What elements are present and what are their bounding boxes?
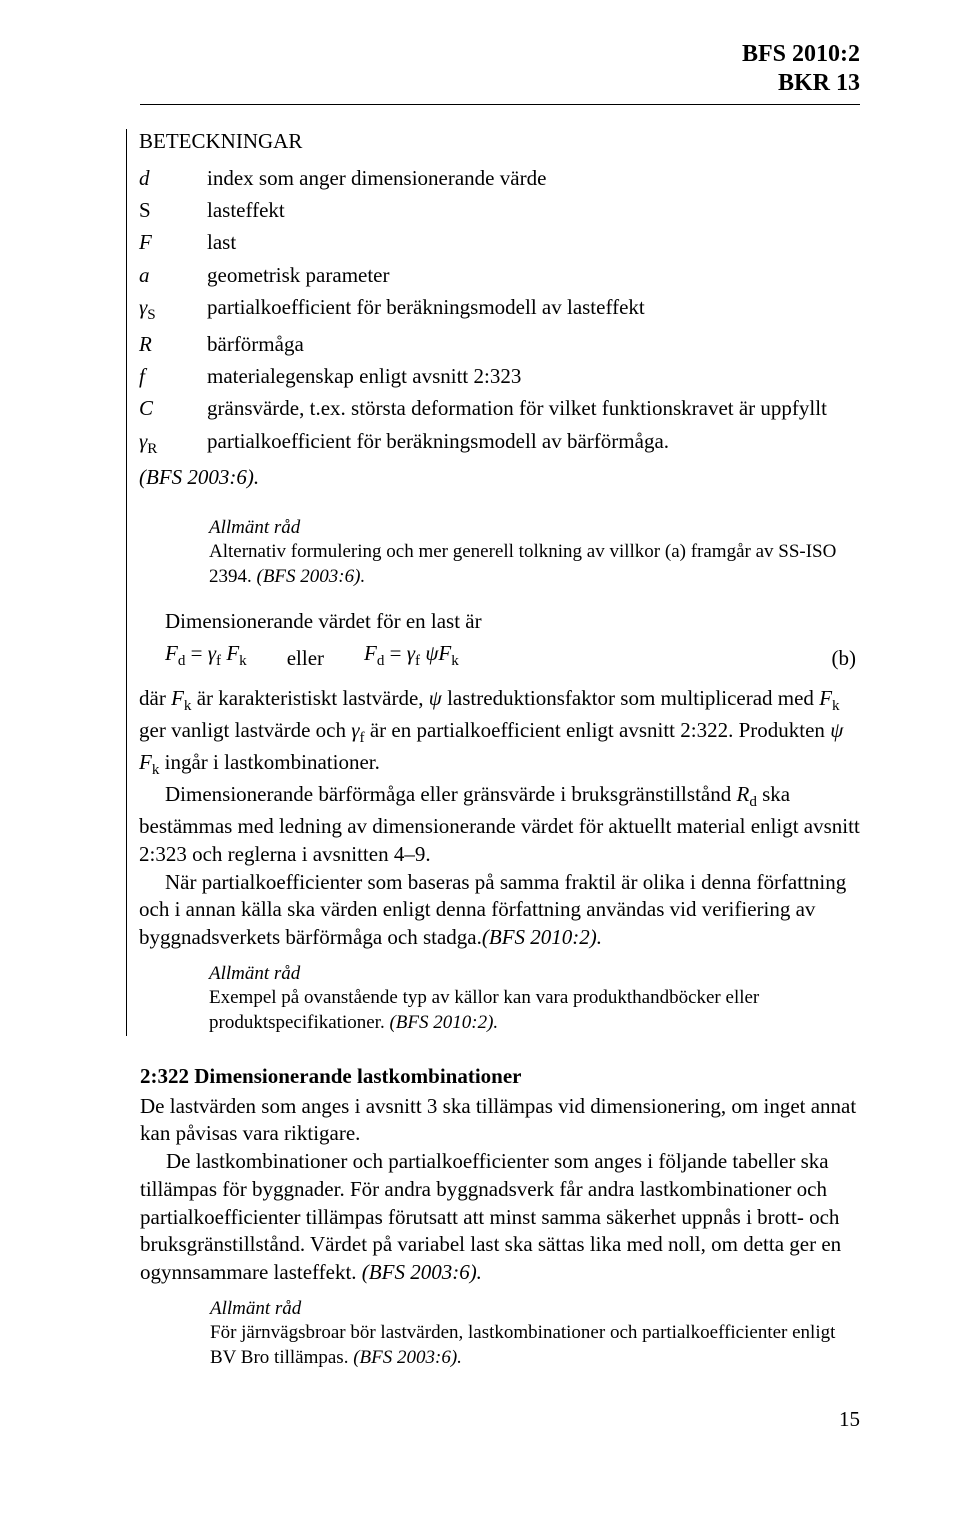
advice-block-2: Allmänt råd Exempel på ovanstående typ a… bbox=[209, 962, 860, 1036]
eq-mark: (b) bbox=[832, 646, 861, 671]
bfs-note: (BFS 2003:6). bbox=[139, 461, 827, 493]
symbol-F: F bbox=[139, 226, 207, 258]
advice-title: Allmänt råd bbox=[209, 962, 860, 987]
def-text: gränsvärde, t.ex. största deformation fö… bbox=[207, 392, 827, 424]
advice-body: Alternativ formulering och mer generell … bbox=[209, 540, 860, 589]
symbol-gammaR: γR bbox=[139, 425, 207, 462]
def-text: last bbox=[207, 226, 827, 258]
paragraph-3: När partialkoefficienter som baseras på … bbox=[139, 869, 860, 952]
symbol-C: C bbox=[139, 392, 207, 424]
symbol-d: d bbox=[139, 162, 207, 194]
advice-body: För järnvägsbroar bör lastvärden, lastko… bbox=[210, 1321, 860, 1370]
header-rule bbox=[140, 104, 860, 105]
table-row: γR partialkoefficient för beräkningsmode… bbox=[139, 425, 827, 462]
table-row: a geometrisk parameter bbox=[139, 259, 827, 291]
subsection-heading: 2:322 Dimensionerande lastkombinationer bbox=[140, 1064, 860, 1089]
advice-title: Allmänt råd bbox=[210, 1297, 860, 1322]
def-text: partialkoefficient för beräkningsmodell … bbox=[207, 291, 827, 328]
symbol-R: R bbox=[139, 328, 207, 360]
def-text: index som anger dimensionerande värde bbox=[207, 162, 827, 194]
advice-block-1: Allmänt råd Alternativ formulering och m… bbox=[209, 516, 860, 590]
paragraph-5: De lastkombinationer och partialkoeffici… bbox=[140, 1148, 860, 1287]
paragraph-2: Dimensionerande bärförmåga eller gränsvä… bbox=[139, 781, 860, 869]
page: BFS 2010:2 BKR 13 BETECKNINGAR d index s… bbox=[0, 0, 960, 1472]
revision-bar-section: BETECKNINGAR d index som anger dimension… bbox=[126, 129, 860, 1036]
header-line-2: BKR 13 bbox=[140, 69, 860, 98]
symbol-a: a bbox=[139, 259, 207, 291]
section-title: BETECKNINGAR bbox=[139, 129, 860, 154]
page-number: 15 bbox=[140, 1407, 860, 1432]
eq-2: Fd = γf ψFk bbox=[364, 641, 459, 670]
symbol-f: f bbox=[139, 360, 207, 392]
def-text: lasteffekt bbox=[207, 194, 827, 226]
table-row: γS partialkoefficient för beräkningsmode… bbox=[139, 291, 827, 328]
def-text: geometrisk parameter bbox=[207, 259, 827, 291]
table-row: S lasteffekt bbox=[139, 194, 827, 226]
symbol-gammaS: γS bbox=[139, 291, 207, 328]
equation-line: Fd = γf Fk eller Fd = γf ψFk (b) bbox=[165, 641, 860, 670]
advice-block-3: Allmänt råd För järnvägsbroar bör lastvä… bbox=[210, 1297, 860, 1371]
advice-title: Allmänt råd bbox=[209, 516, 860, 541]
definitions-table: d index som anger dimensionerande värde … bbox=[139, 162, 827, 494]
symbol-S: S bbox=[139, 194, 207, 226]
def-text: materialegenskap enligt avsnitt 2:323 bbox=[207, 360, 827, 392]
doc-header: BFS 2010:2 BKR 13 bbox=[140, 40, 860, 98]
def-text: bärförmåga bbox=[207, 328, 827, 360]
header-line-1: BFS 2010:2 bbox=[140, 40, 860, 69]
table-row: d index som anger dimensionerande värde bbox=[139, 162, 827, 194]
paragraph-4: De lastvärden som anges i avsnitt 3 ska … bbox=[140, 1093, 860, 1148]
table-row: F last bbox=[139, 226, 827, 258]
table-row: f materialegenskap enligt avsnitt 2:323 bbox=[139, 360, 827, 392]
table-row: (BFS 2003:6). bbox=[139, 461, 827, 493]
table-row: C gränsvärde, t.ex. största deformation … bbox=[139, 392, 827, 424]
table-row: R bärförmåga bbox=[139, 328, 827, 360]
eq-1: Fd = γf Fk bbox=[165, 641, 247, 670]
paragraph-1: där Fk är karakteristiskt lastvärde, ψ l… bbox=[139, 685, 860, 781]
dim-intro: Dimensionerande värdet för en last är bbox=[139, 608, 860, 636]
def-text: partialkoefficient för beräkningsmodell … bbox=[207, 425, 827, 462]
eq-eller: eller bbox=[287, 646, 324, 671]
advice-body: Exempel på ovanstående typ av källor kan… bbox=[209, 986, 860, 1035]
